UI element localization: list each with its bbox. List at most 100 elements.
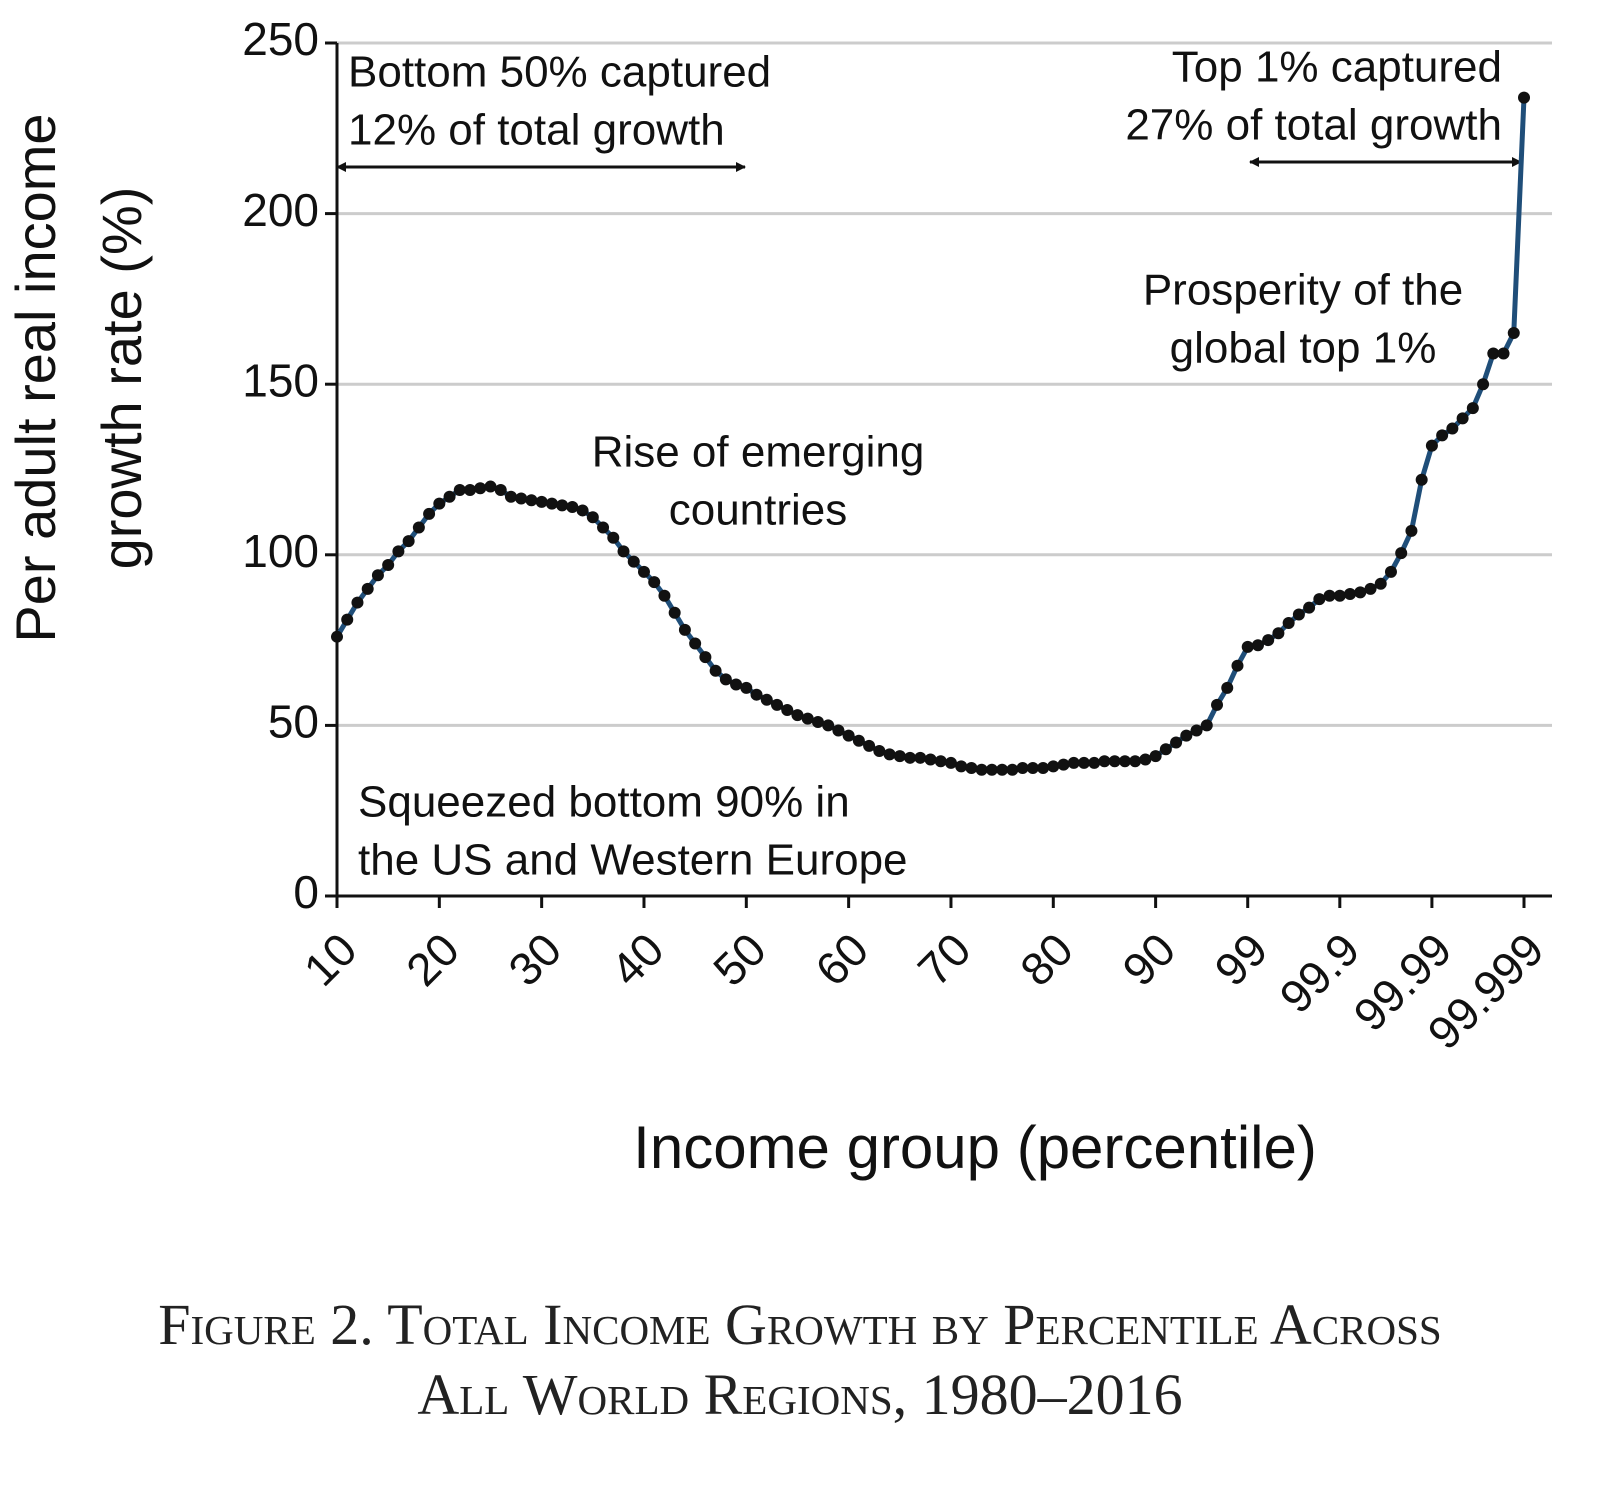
data-point	[934, 755, 947, 768]
data-point	[914, 751, 927, 764]
data-point	[730, 678, 743, 691]
y-axis-label: growth rate (%)	[90, 187, 153, 570]
x-tick-label: 30	[498, 923, 571, 996]
data-point	[627, 555, 640, 568]
annotation: countries	[669, 486, 848, 535]
data-point	[1006, 763, 1019, 776]
data-point	[464, 483, 477, 496]
data-point	[515, 492, 528, 505]
y-tick-label: 0	[293, 866, 319, 918]
data-point	[453, 483, 466, 496]
data-point	[1282, 617, 1295, 630]
y-tick-label: 200	[242, 184, 319, 236]
data-line	[334, 97, 1527, 773]
data-point	[637, 565, 650, 578]
data-point	[1425, 439, 1438, 452]
data-point	[832, 724, 845, 737]
data-point	[1415, 473, 1428, 486]
data-point	[474, 482, 487, 495]
data-point	[1497, 347, 1510, 360]
data-point	[904, 751, 917, 764]
data-point	[863, 739, 876, 752]
data-point	[586, 511, 599, 524]
data-point	[1384, 565, 1397, 578]
data-point	[525, 494, 538, 507]
data-point	[402, 535, 415, 548]
data-point	[1333, 589, 1346, 602]
data-point	[1251, 639, 1264, 652]
data-point	[412, 521, 425, 534]
data-point	[1016, 762, 1029, 775]
data-point	[873, 744, 886, 757]
data-point	[361, 582, 374, 595]
data-point	[1047, 760, 1060, 773]
data-point	[1436, 429, 1449, 442]
data-point	[1221, 681, 1234, 694]
data-point	[597, 521, 610, 534]
caption-line: Figure 2. Total Income Growth by Percent…	[158, 1292, 1442, 1357]
data-point	[668, 606, 681, 619]
data-point	[1405, 524, 1418, 537]
data-point	[545, 497, 558, 510]
data-point	[1190, 724, 1203, 737]
data-point	[689, 637, 702, 650]
data-point	[771, 698, 784, 711]
data-point	[760, 693, 773, 706]
data-point	[1344, 588, 1357, 601]
data-point	[617, 545, 630, 558]
data-point	[740, 681, 753, 694]
x-tick-label: 10	[294, 923, 367, 996]
data-point	[1262, 634, 1275, 647]
data-point	[1180, 729, 1193, 742]
data-point	[893, 750, 906, 763]
data-point	[1477, 378, 1490, 391]
data-point	[433, 497, 446, 510]
data-point	[494, 483, 507, 496]
annotation: the US and Western Europe	[358, 836, 908, 885]
data-point	[1272, 627, 1285, 640]
data-point	[1159, 743, 1172, 756]
data-point	[1487, 347, 1500, 360]
data-point	[1129, 755, 1142, 768]
data-point	[1211, 698, 1224, 711]
data-point	[371, 569, 384, 582]
data-point	[1507, 327, 1520, 340]
data-point	[1364, 582, 1377, 595]
data-point	[1108, 755, 1121, 768]
annotation: Prosperity of the	[1143, 266, 1463, 315]
data-point	[1037, 762, 1050, 775]
data-point	[955, 760, 968, 773]
data-point	[331, 630, 343, 643]
data-point	[1303, 601, 1316, 614]
x-tick-label: 90	[1112, 923, 1185, 996]
y-tick-label: 100	[242, 525, 319, 577]
data-point	[1374, 577, 1387, 590]
data-point	[576, 504, 589, 517]
data-point	[1139, 753, 1152, 766]
data-point	[351, 596, 364, 609]
data-point	[1518, 91, 1530, 104]
caption: Figure 2. Total Income Growth by Percent…	[0, 1290, 1600, 1430]
x-tick-label: 99	[1204, 923, 1277, 996]
data-point	[1088, 756, 1101, 769]
x-tick-label: 20	[396, 923, 469, 996]
x-tick-label: 70	[908, 923, 981, 996]
data-point	[1149, 750, 1162, 763]
data-point	[985, 763, 998, 776]
data-point	[1057, 758, 1070, 771]
data-point	[443, 490, 456, 503]
data-point	[801, 712, 814, 725]
data-point	[535, 495, 548, 508]
data-point	[658, 589, 671, 602]
data-point	[1231, 659, 1244, 672]
data-point	[1292, 608, 1305, 621]
y-tick-label: 250	[242, 13, 319, 65]
data-point	[811, 715, 824, 728]
annotation: 12% of total growth	[348, 106, 725, 155]
data-point	[648, 576, 661, 589]
data-point	[975, 763, 988, 776]
data-point	[1446, 422, 1459, 435]
data-point	[607, 531, 620, 544]
data-point	[1026, 762, 1039, 775]
